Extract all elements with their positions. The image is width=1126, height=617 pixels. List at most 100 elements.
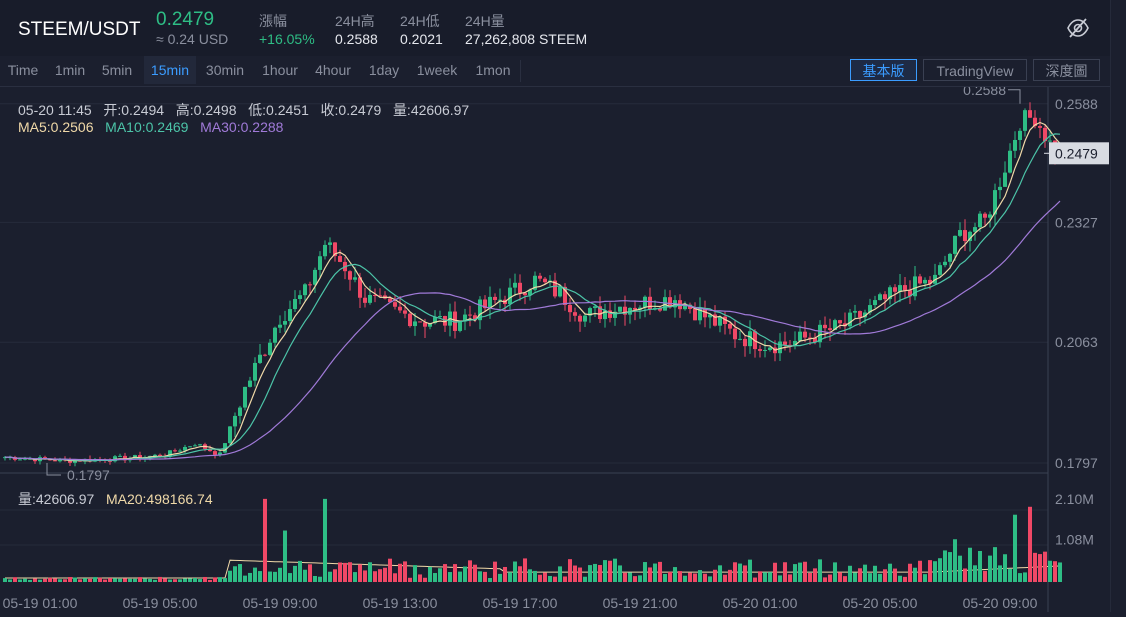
volume-bar: [858, 568, 862, 582]
volume-bar: [788, 574, 792, 582]
ma10-line: [4, 133, 1061, 462]
candle-body: [473, 315, 477, 321]
volume-bar: [1043, 551, 1047, 582]
volume-bar: [43, 578, 47, 582]
chart-toolbar: Time 1min 5min 15min 30min 1hour 4hour 1day 1wee…: [0, 56, 1110, 87]
volume-bar: [358, 564, 362, 582]
pair-name[interactable]: STEEM/USDT: [18, 19, 141, 40]
legend-volume: 量:42606.97: [392, 102, 470, 118]
volume-bar: [653, 563, 657, 582]
volume-bar: [953, 539, 957, 582]
volume-bar: [473, 564, 477, 582]
page-scrollbar[interactable]: [1110, 0, 1126, 612]
timeframe-time[interactable]: Time: [7, 62, 39, 78]
volume-bar: [383, 567, 387, 582]
volume-bar: [303, 569, 307, 582]
timeframe-1mon[interactable]: 1mon: [475, 62, 511, 78]
view-basic-button[interactable]: 基本版: [850, 59, 917, 81]
volume-bar: [918, 560, 922, 582]
candle-body: [243, 386, 247, 408]
volume-bar: [213, 577, 217, 582]
volume-bar: [443, 564, 447, 582]
legend-low: 低:0.2451: [248, 102, 309, 118]
volume-bar: [1018, 573, 1022, 582]
volume-bar: [693, 573, 697, 582]
timeframe-1hour[interactable]: 1hour: [262, 62, 298, 78]
candle-body: [923, 279, 927, 284]
volume-bar: [348, 562, 352, 582]
volume-bar: [453, 564, 457, 582]
volume-bar: [123, 578, 127, 582]
volume-bar: [833, 562, 837, 582]
candle-body: [413, 321, 417, 327]
candle-body: [248, 380, 252, 387]
candle-body: [568, 304, 572, 313]
timeframe-30min[interactable]: 30min: [205, 62, 245, 78]
candles: [3, 102, 1062, 467]
volume-bar: [233, 566, 237, 582]
candle-body: [733, 328, 737, 340]
timeframe-1day[interactable]: 1day: [368, 62, 400, 78]
volume-bar: [778, 575, 782, 582]
last-price: 0.2479: [156, 9, 215, 30]
view-tradingview-button[interactable]: TradingView: [923, 59, 1027, 81]
volume-bar: [793, 564, 797, 582]
legend-open: 开:0.2494: [103, 102, 165, 118]
high-marker-line: [1008, 89, 1021, 104]
volume-bar: [633, 576, 637, 582]
legend-ma10: MA10:0.2469: [105, 119, 189, 135]
candle-body: [943, 261, 947, 266]
high-24h-value: 0.2588: [335, 31, 378, 47]
volume-bar: [683, 575, 687, 582]
volume-bar: [533, 570, 537, 582]
candle-body: [483, 299, 487, 309]
volume-bar: [493, 561, 497, 582]
candle-body: [188, 446, 192, 448]
volume-bar: [713, 569, 717, 582]
candle-body: [293, 299, 297, 310]
timeframe-15min[interactable]: 15min: [144, 56, 196, 84]
timeframe-5min[interactable]: 5min: [101, 62, 133, 78]
candle-body: [288, 309, 292, 322]
volume-bar: [933, 561, 937, 582]
candle-body: [1048, 140, 1052, 142]
volume-bar: [343, 562, 347, 582]
candle-body: [983, 213, 987, 218]
timeframe-4hour[interactable]: 4hour: [315, 62, 351, 78]
ohlc-legend: 05-20 11:45 开:0.2494 高:0.2498 低:0.2451 收…: [18, 100, 469, 120]
candle-body: [23, 458, 27, 460]
candlestick-chart[interactable]: 0.2588 0.2327 0.2063 0.1797 0.2479 2.10M 1.08M…: [0, 82, 1110, 612]
time-tick-label: 05-20 09:00: [963, 595, 1038, 611]
chart-area[interactable]: 0.2588 0.2327 0.2063 0.1797 0.2479 2.10M 1.08M…: [0, 82, 1110, 612]
view-depth-button[interactable]: 深度圖: [1033, 59, 1100, 81]
volume-bar: [78, 579, 82, 582]
volume-24h-value: 27,262,808 STEEM: [465, 31, 588, 47]
candle-body: [253, 362, 257, 381]
candle-body: [208, 448, 212, 452]
candle-body: [613, 311, 617, 318]
candle-body: [228, 426, 232, 444]
volume-bar: [448, 572, 452, 582]
volume-bar: [923, 574, 927, 582]
volume-bar: [663, 574, 667, 582]
volume-bar: [13, 577, 17, 582]
volume-bar: [1013, 514, 1017, 582]
volume-bar: [103, 579, 107, 582]
timeframe-1min[interactable]: 1min: [54, 62, 86, 78]
volume-bar: [548, 575, 552, 582]
eye-off-icon[interactable]: [1066, 16, 1090, 40]
volume-bar: [228, 570, 232, 582]
volume-bar: [878, 573, 882, 582]
candle-body: [598, 306, 602, 320]
axis-labels: 0.2588 0.2327 0.2063 0.1797 0.2479 2.10M 1.08M…: [3, 96, 1109, 611]
candle-body: [623, 306, 627, 315]
candle-body: [968, 231, 972, 242]
time-tick-label: 05-20 05:00: [843, 595, 918, 611]
volume-bar: [468, 560, 472, 582]
candle-body: [1038, 126, 1042, 128]
volume-bar: [718, 565, 722, 582]
candle-body: [633, 307, 637, 310]
candle-body: [333, 242, 337, 257]
timeframe-1week[interactable]: 1week: [416, 62, 458, 78]
candle-body: [703, 308, 707, 318]
